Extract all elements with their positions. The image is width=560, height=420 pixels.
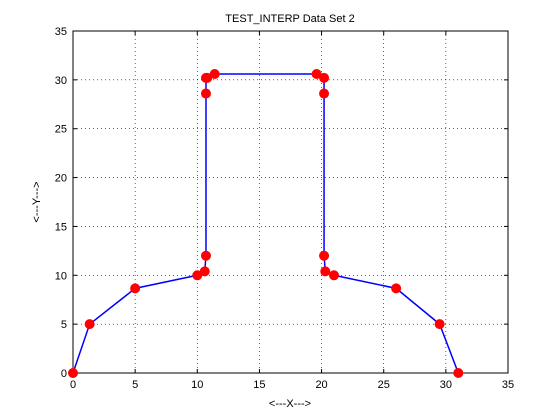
- x-tick-label: 25: [378, 379, 390, 391]
- y-tick-label: 25: [55, 124, 67, 136]
- y-tick-label: 5: [61, 319, 67, 331]
- x-tick-label: 0: [70, 379, 76, 391]
- data-point: [200, 250, 211, 261]
- y-tick-label: 30: [55, 75, 67, 87]
- data-point: [319, 72, 330, 83]
- x-tick-label: 20: [315, 379, 327, 391]
- x-tick-label: 35: [502, 379, 514, 391]
- y-axis-label: <---Y--->: [31, 181, 43, 222]
- data-point: [320, 266, 331, 277]
- data-point: [319, 250, 330, 261]
- x-axis-label: <---X--->: [269, 398, 311, 410]
- y-tick-label: 20: [55, 173, 67, 185]
- data-point: [68, 368, 78, 378]
- plot-area: [72, 30, 509, 374]
- y-tick-label: 0: [61, 368, 67, 380]
- data-point: [209, 68, 220, 79]
- plot-axes: 0 5 10 15 20 25 30 35 0 5 10 15 20 25 30 35: [55, 26, 514, 391]
- data-point: [200, 88, 211, 99]
- data-point: [329, 270, 339, 281]
- ticks: 0 5 10 15 20 25 30 35 0 5 10 15 20 25 30 35: [55, 26, 514, 391]
- data-point: [84, 319, 95, 330]
- grid: [73, 31, 508, 373]
- x-tick-label: 10: [191, 379, 203, 391]
- data-point: [434, 319, 445, 330]
- y-tick-label: 15: [55, 221, 67, 233]
- y-tick-label: 35: [55, 26, 67, 38]
- x-tick-label: 5: [132, 379, 138, 391]
- y-tick-label: 10: [55, 270, 67, 282]
- data-point: [199, 266, 210, 277]
- data-series: [68, 68, 464, 378]
- chart-title: TEST_INTERP Data Set 2: [225, 13, 354, 25]
- x-tick-label: 30: [440, 379, 452, 391]
- data-point: [391, 283, 402, 294]
- data-point: [319, 88, 330, 99]
- data-point: [453, 368, 464, 378]
- data-point: [130, 283, 141, 294]
- x-tick-label: 15: [253, 379, 265, 391]
